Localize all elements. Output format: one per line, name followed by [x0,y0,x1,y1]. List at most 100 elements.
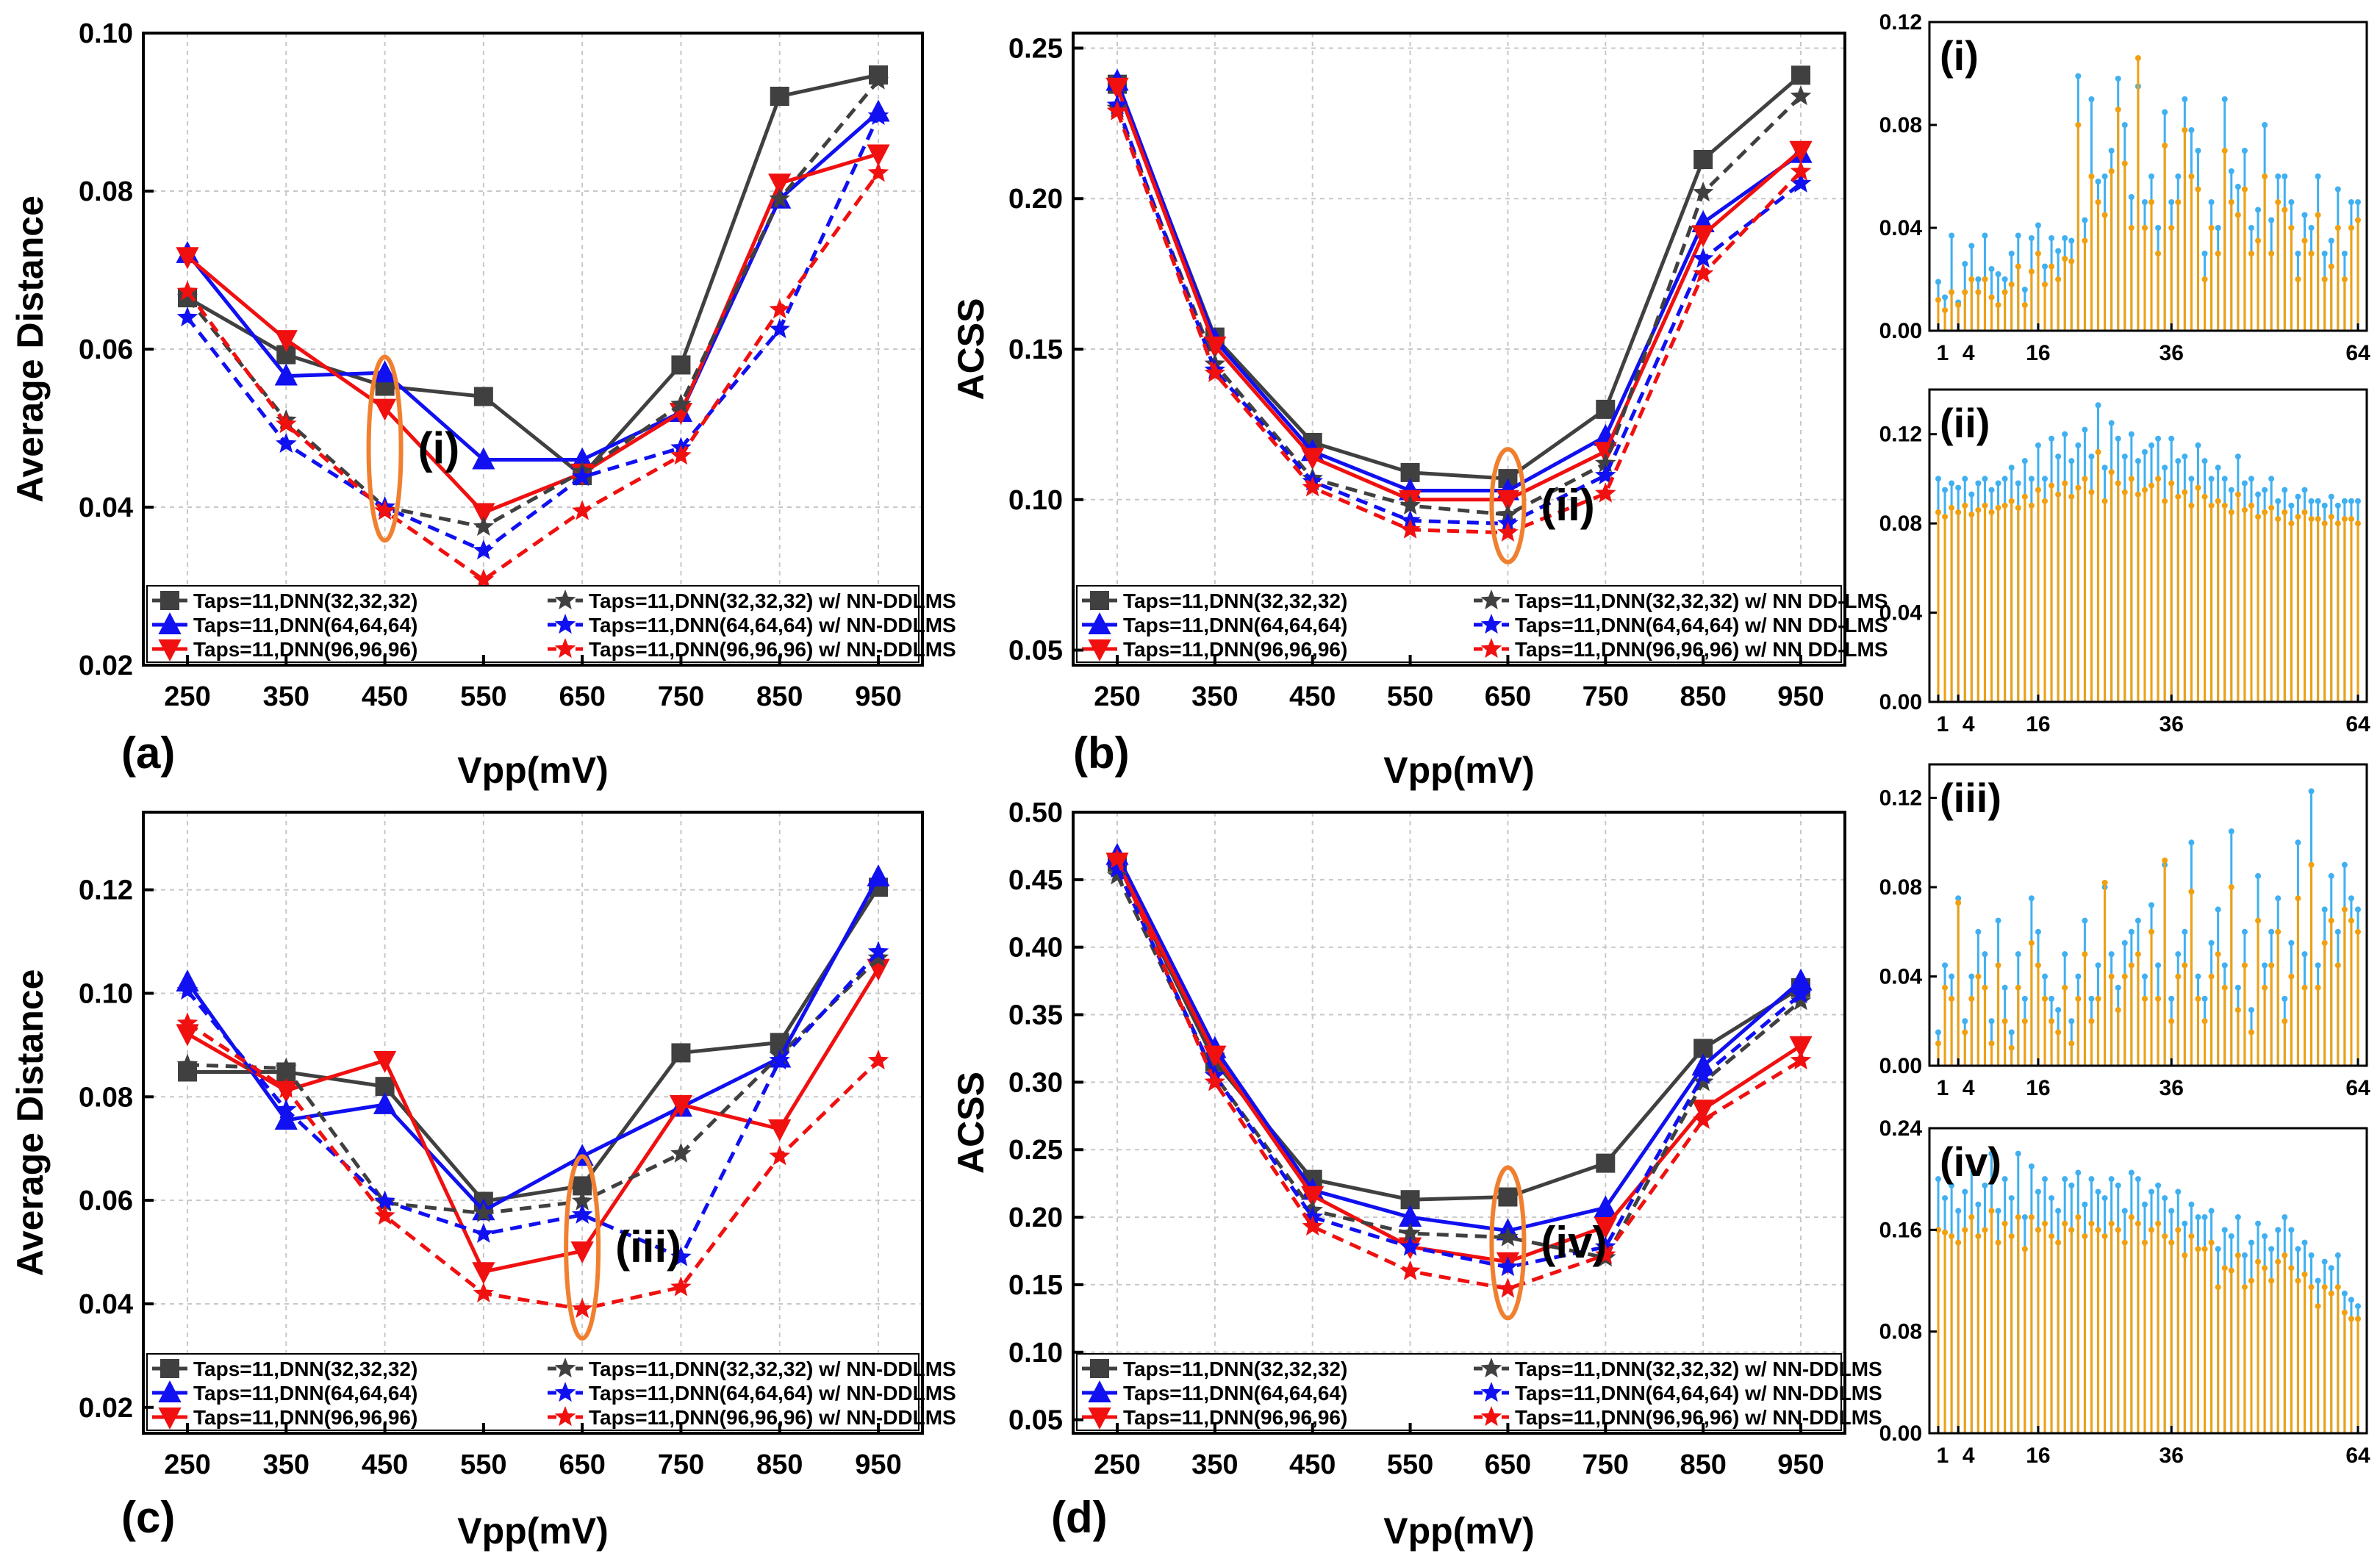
stem-point [2195,148,2201,154]
stem-point [1968,995,1975,1002]
stem-point [2228,1233,2234,1239]
data-point [1791,65,1810,85]
stem-point [2075,73,2082,79]
data-point [373,360,397,383]
stem-point [1975,1233,1982,1239]
stem-point [2168,225,2175,231]
stem-point [2348,516,2354,523]
legend-item: Taps=11,DNN(32,32,32) w/ NN-DDLMS [548,589,956,612]
stem-point [2282,1252,2288,1258]
stem-point [2088,173,2095,179]
stem-point [2008,498,2015,504]
data-point [373,398,397,421]
series-line [1115,868,1802,1269]
data-point [1595,1244,1616,1264]
stem-point [2348,917,2354,924]
legend-item: Taps=11,DNN(32,32,32) w/ NN-DDLMS [1474,1358,1882,1380]
stem-point [2108,168,2115,174]
data-point [867,69,889,90]
stem-point [2308,788,2315,795]
series-line [1115,95,1802,517]
stem-point [2015,232,2021,239]
stem-point [2028,268,2035,275]
x-tick-label: 550 [1387,681,1433,712]
stem-point [2028,502,2035,509]
stem-point [2215,906,2221,913]
data-point [1497,1226,1519,1247]
data-point [274,363,298,386]
stem-point [2021,1214,2028,1221]
legend-label: Taps=11,DNN(64,64,64) [1123,614,1347,637]
stem-point [2095,962,2101,969]
y-tick-label: 0.16 [1879,1218,1922,1242]
stem-point [2075,973,2082,980]
stem-point [2115,107,2121,112]
x-tick-label: 650 [1485,681,1531,712]
stem-point [2328,263,2334,270]
data-point [473,568,495,589]
stem-point [2121,1208,2128,1214]
legend-swatch-marker [160,591,179,610]
series-2 [176,99,890,470]
legend-label: Taps=11,DNN(64,64,64) w/ NN DD-LMS [1515,614,1888,637]
stem-point [1988,1150,1995,1157]
series-6 [176,162,889,589]
stem-point [2334,1284,2341,1291]
legend-swatch-marker [554,638,576,659]
stem-point [2201,1246,2208,1252]
stem-point [2282,1018,2288,1025]
stem-point [2075,484,2082,491]
data-point [571,1298,593,1319]
data-point [769,318,790,339]
data-point [373,1091,397,1114]
stem-point [2015,504,2021,511]
stem-point [2015,1150,2021,1157]
stem-point [2042,282,2049,287]
stem-point [1995,302,2001,308]
stem-point [2268,928,2275,935]
stem-point [2001,289,2008,295]
stem-point [2055,248,2062,254]
stem-point [2168,1239,2175,1246]
stem-point [2068,1018,2075,1025]
data-point [1596,399,1616,419]
stem-point [2328,237,2334,244]
x-tick-label: 450 [1289,1449,1336,1480]
data-point [1594,1195,1617,1218]
stem-point [2042,498,2049,504]
data-point [176,247,199,270]
stem-point [1955,900,1962,906]
stem-point [2234,491,2241,498]
stem-point [2201,458,2208,465]
x-tick-label: 1 [1937,712,1949,736]
stem-point [2215,225,2221,231]
stem-point [1949,973,1955,980]
stem-point [1968,491,1975,498]
stem-point [2135,458,2141,465]
series-line [1115,861,1802,1202]
data-point [1789,968,1813,991]
legend-swatch-marker [158,612,182,634]
legend-box [146,1353,920,1431]
stem-point [1935,1040,1941,1047]
stem-point [2321,276,2328,282]
panel-a-chart: (i)Taps=11,DNN(32,32,32)Taps=11,DNN(64,6… [10,18,956,791]
stem-point [1982,502,1988,509]
data-point [1692,1071,1714,1091]
stem-point [2008,282,2015,287]
stem-point [2135,55,2141,61]
data-point [1595,465,1616,485]
stem-point [1968,1163,1975,1169]
stem-point [2301,237,2308,244]
stem-point [1988,1018,1995,1025]
stem-point [1988,509,1995,515]
grid-lines [1073,33,1845,665]
stem-point [2234,1007,2241,1014]
stem-point [2288,225,2295,231]
data-point [1105,77,1129,100]
legend-label: Taps=11,DNN(64,64,64) w/ NN-DDLMS [1515,1382,1882,1405]
stem-point [1982,1227,1988,1233]
stem-point [1995,480,2001,487]
stem-point [2015,984,2021,991]
stem-point [2095,995,2101,1002]
